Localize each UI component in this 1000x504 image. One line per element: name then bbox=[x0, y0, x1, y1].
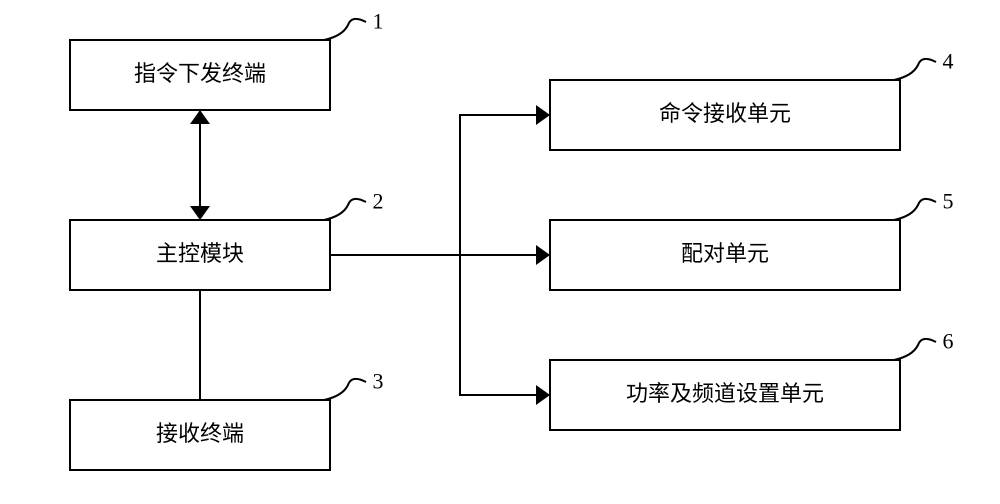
node-label: 命令接收单元 bbox=[659, 101, 791, 126]
callout-flag bbox=[894, 339, 936, 360]
node-number: 2 bbox=[373, 189, 384, 214]
node-number: 1 bbox=[373, 9, 384, 34]
node-number: 5 bbox=[943, 189, 954, 214]
node-n1: 指令下发终端 1 bbox=[70, 9, 384, 110]
callout-flag bbox=[894, 199, 936, 220]
node-label: 主控模块 bbox=[156, 241, 244, 266]
node-label: 功率及频道设置单元 bbox=[626, 381, 824, 406]
node-number: 6 bbox=[943, 329, 954, 354]
callout-flag bbox=[324, 379, 366, 400]
node-n6: 功率及频道设置单元 6 bbox=[550, 329, 954, 430]
node-n3: 接收终端 3 bbox=[70, 369, 384, 470]
node-n4: 命令接收单元 4 bbox=[550, 49, 954, 150]
node-label: 指令下发终端 bbox=[134, 61, 266, 86]
callout-flag bbox=[324, 19, 366, 40]
node-n5: 配对单元 5 bbox=[550, 189, 954, 290]
node-n2: 主控模块 2 bbox=[70, 189, 384, 290]
node-number: 3 bbox=[373, 369, 384, 394]
node-number: 4 bbox=[943, 49, 954, 74]
callout-flag bbox=[324, 199, 366, 220]
callout-flag bbox=[894, 59, 936, 80]
node-label: 接收终端 bbox=[156, 421, 244, 446]
node-label: 配对单元 bbox=[681, 241, 769, 266]
